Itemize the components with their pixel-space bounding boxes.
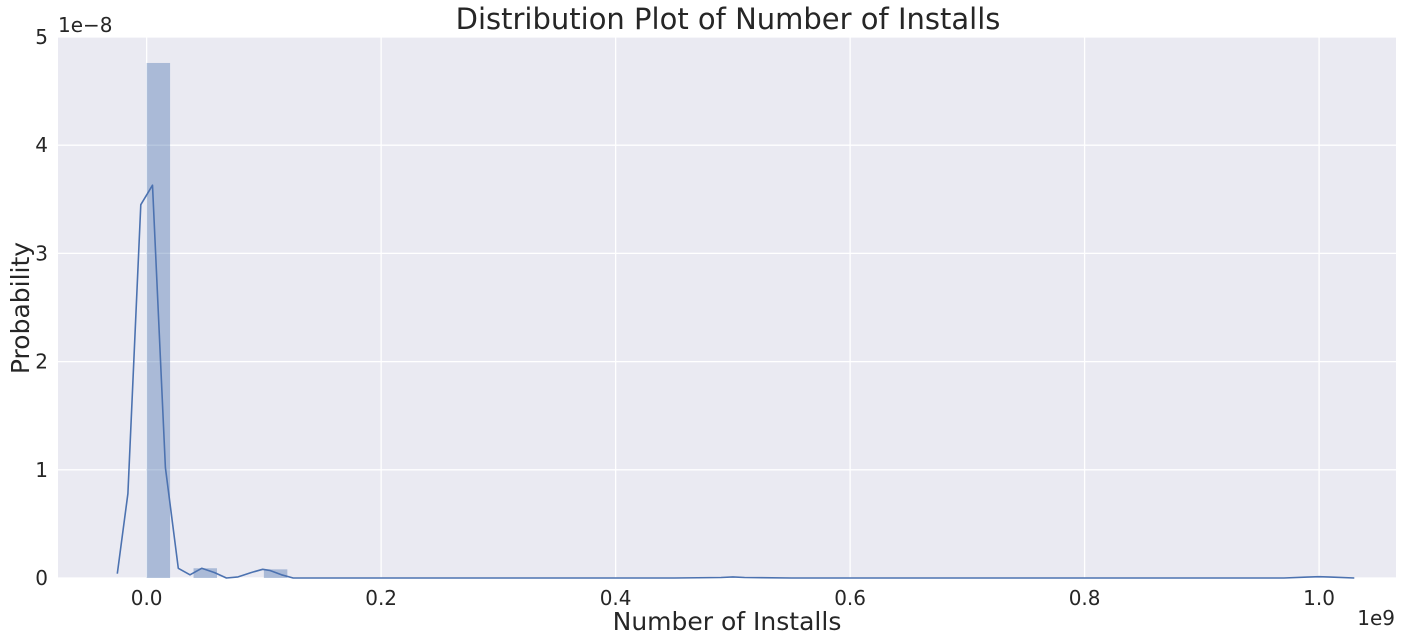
y-tick-label: 2: [35, 350, 48, 374]
plot-background: [58, 37, 1396, 578]
x-axis-label: Number of Installs: [613, 607, 842, 636]
histogram-bar: [193, 568, 217, 578]
kde-line: [116, 184, 1355, 579]
histogram-bar: [263, 569, 288, 578]
x-tick-label: 0.0: [131, 586, 163, 610]
x-tick-label: 0.4: [600, 586, 632, 610]
x-tick-label: 0.2: [365, 586, 397, 610]
y-tick-labels: 0 1 2 3 4 5: [35, 25, 48, 590]
chart-title: Distribution Plot of Number of Installs: [456, 2, 1001, 36]
y-tick-label: 0: [35, 566, 48, 590]
x-tick-label: 0.6: [834, 586, 866, 610]
x-offset-label: 1e9: [1357, 606, 1395, 630]
x-tick-labels: 0.0 0.2 0.4 0.6 0.8 1.0: [131, 586, 1335, 610]
x-tick-label: 0.8: [1069, 586, 1101, 610]
y-tick-label: 4: [35, 133, 48, 157]
x-tick-label: 1.0: [1303, 586, 1335, 610]
grid-lines: [58, 36, 1396, 579]
y-offset-label: 1e−8: [58, 13, 113, 37]
y-axis-label: Probability: [6, 242, 35, 374]
y-tick-label: 5: [35, 25, 48, 49]
y-tick-label: 1: [35, 458, 48, 482]
y-tick-label: 3: [35, 241, 48, 265]
kde-layer: [116, 184, 1355, 579]
